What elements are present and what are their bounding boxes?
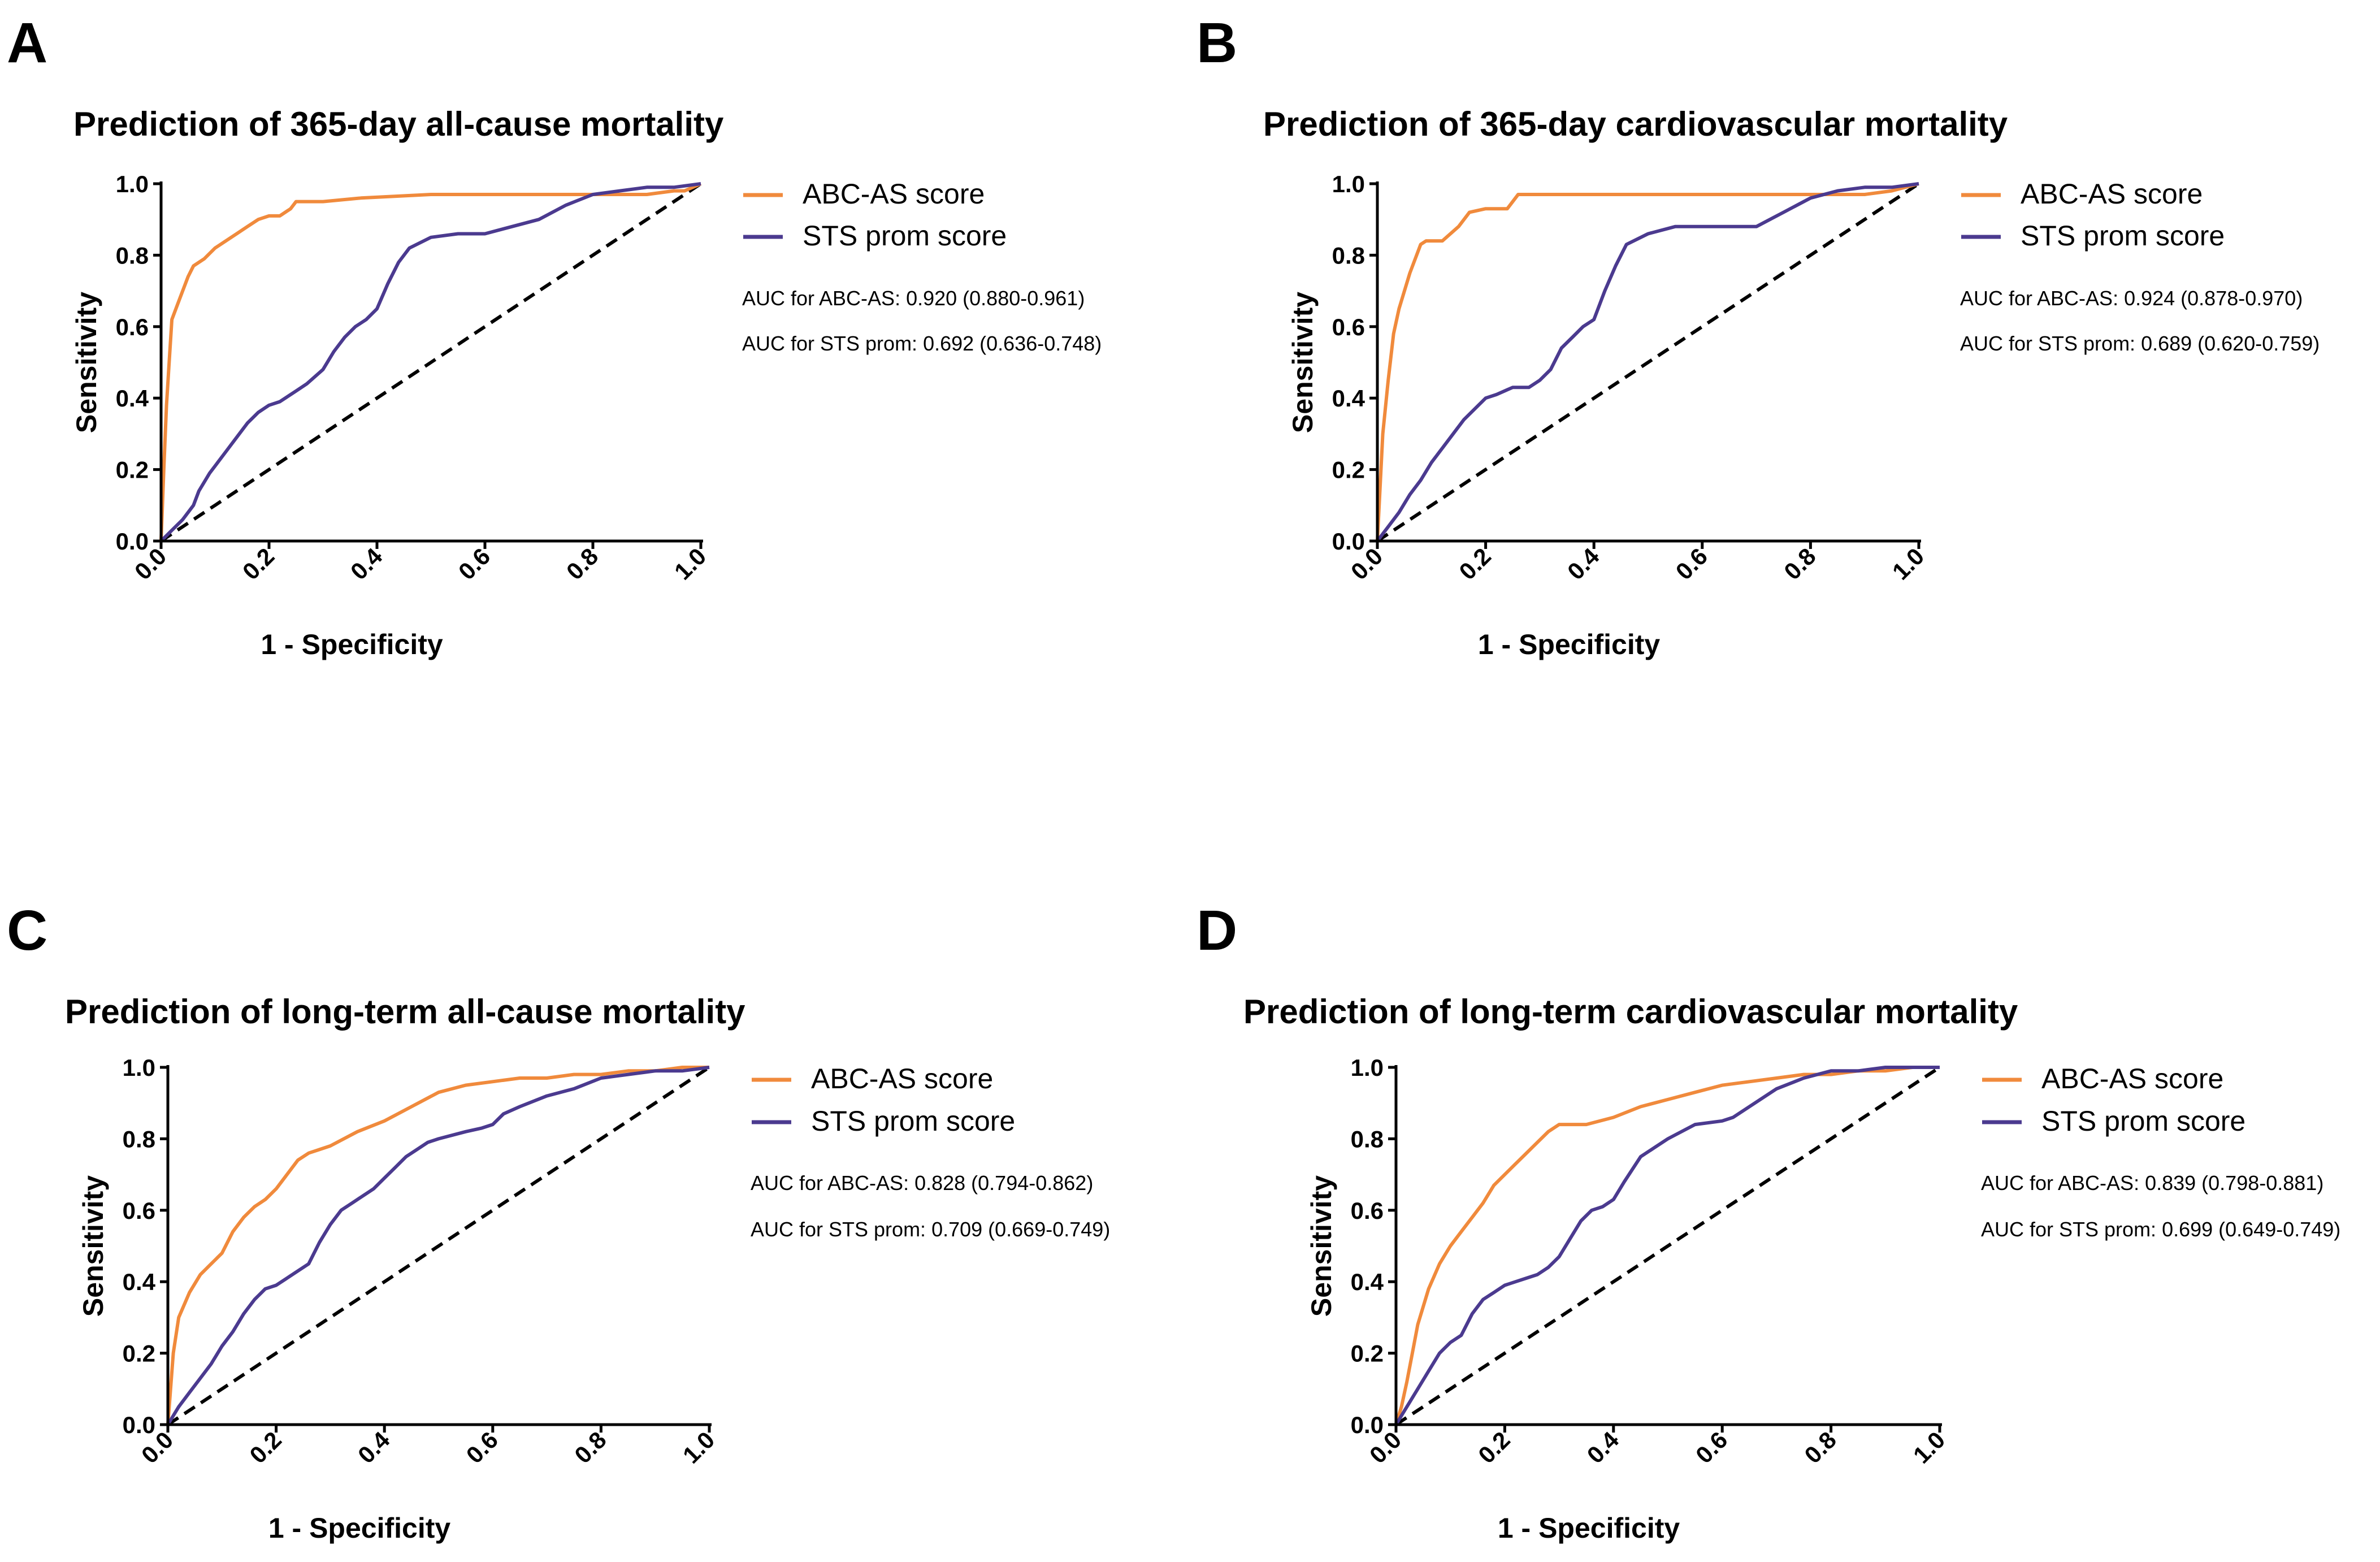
panel-c: C Prediction of long-term all-cause morta… [7,899,1110,1544]
y-tick-label: 0.8 [1351,1126,1384,1152]
y-axis-title: Sensitivity [71,292,102,433]
y-tick-label: 0.0 [1351,1412,1384,1438]
auc-annotation: AUC for ABC-AS: 0.828 (0.794-0.862) [751,1171,1093,1195]
y-tick-label: 0.4 [1332,385,1365,412]
abc-as-roc-curve [166,1066,709,1425]
y-tick-label: 0.2 [1351,1340,1384,1367]
panel-title: Prediction of 365-day cardiovascular mor… [1263,105,2008,143]
legend-label: ABC-AS score [803,178,985,210]
auc-annotation: AUC for ABC-AS: 0.920 (0.880-0.961) [742,287,1085,310]
x-tick-label: 1.0 [1908,1426,1950,1469]
auc-annotation: AUC for STS prom: 0.699 (0.649-0.749) [1981,1218,2340,1241]
y-axis-title: Sensitivity [1287,292,1319,433]
x-tick-label: 0.4 [345,543,388,585]
x-axis-title: 1 - Specificity [261,629,443,660]
y-tick-label: 0.0 [116,528,149,555]
x-tick-label: 0.2 [1473,1426,1515,1469]
x-tick-label: 0.6 [1690,1426,1733,1469]
y-tick-label: 0.6 [116,314,149,340]
panel-letter: A [7,11,47,75]
legend-label: ABC-AS score [811,1063,993,1094]
x-tick-label: 1.0 [678,1426,720,1469]
x-tick-label: 0.6 [453,543,496,585]
y-tick-label: 0.6 [123,1197,155,1224]
sts-prom-roc-curve [1376,182,1919,542]
x-tick-label: 0.8 [1779,543,1821,585]
y-tick-label: 0.4 [123,1269,156,1295]
reference-diagonal [167,1066,710,1426]
x-tick-label: 0.4 [353,1426,395,1469]
y-tick-label: 0.8 [116,242,149,269]
x-tick-label: 1.0 [1887,543,1930,585]
x-tick-label: 0.8 [1799,1426,1841,1469]
y-tick-label: 0.6 [1332,314,1365,340]
legend-label: STS prom score [2041,1105,2245,1137]
x-tick-label: 0.2 [237,543,280,585]
panel-letter: B [1196,11,1237,75]
y-tick-label: 1.0 [116,171,149,197]
panel-b: B Prediction of 365-day cardiovascular mo… [1196,11,2320,660]
x-tick-label: 0.8 [569,1426,612,1469]
auc-annotation: AUC for STS prom: 0.709 (0.669-0.749) [751,1218,1110,1241]
panel-title: Prediction of 365-day all-cause mortalit… [73,105,724,143]
y-tick-label: 0.8 [123,1126,155,1152]
sts-prom-roc-curve [166,1066,710,1426]
x-tick-label: 0.6 [1671,543,1713,585]
y-tick-label: 0.2 [123,1340,155,1367]
y-tick-label: 1.0 [1332,171,1365,197]
x-tick-label: 0.2 [244,1426,287,1469]
x-tick-label: 0.4 [1562,543,1605,585]
x-axis-title: 1 - Specificity [1498,1512,1680,1544]
y-axis-title: Sensitivity [77,1175,109,1317]
auc-annotation: AUC for ABC-AS: 0.839 (0.798-0.881) [1981,1171,2323,1195]
auc-annotation: AUC for STS prom: 0.689 (0.620-0.759) [1960,332,2320,355]
x-tick-label: 0.2 [1454,543,1496,585]
panel-letter: D [1196,899,1237,962]
x-tick-label: 0.8 [561,543,604,585]
y-tick-label: 0.2 [116,457,149,483]
y-tick-label: 0.0 [123,1412,155,1438]
abc-as-roc-curve [1376,182,1919,542]
reference-diagonal [1376,182,1920,543]
x-tick-label: 0.4 [1582,1426,1624,1469]
y-tick-label: 0.6 [1351,1197,1384,1224]
legend-label: ABC-AS score [2041,1063,2223,1094]
auc-annotation: AUC for ABC-AS: 0.924 (0.878-0.970) [1960,287,2303,310]
panel-title: Prediction of long-term cardiovascular m… [1243,993,2018,1031]
y-tick-label: 1.0 [123,1054,155,1081]
y-tick-label: 1.0 [1351,1054,1384,1081]
y-axis-title: Sensitivity [1306,1175,1337,1317]
panel-a: A Prediction of 365-day all-cause mortali… [7,11,1102,660]
y-tick-label: 0.4 [1351,1269,1384,1295]
reference-diagonal [1395,1066,1941,1426]
y-tick-label: 0.0 [1332,528,1365,555]
x-axis-title: 1 - Specificity [1478,629,1661,660]
panel-title: Prediction of long-term all-cause mortal… [65,993,745,1031]
y-tick-label: 0.4 [116,385,149,412]
panel-letter: C [7,899,47,962]
legend-label: STS prom score [811,1105,1015,1137]
sts-prom-roc-curve [159,182,701,543]
legend-label: ABC-AS score [2021,178,2203,210]
legend-label: STS prom score [2021,220,2225,252]
sts-prom-roc-curve [1394,1066,1940,1426]
y-tick-label: 0.2 [1332,457,1365,483]
abc-as-roc-curve [1394,1066,1940,1425]
x-axis-title: 1 - Specificity [268,1512,451,1544]
x-tick-label: 0.6 [461,1426,504,1469]
x-tick-label: 1.0 [669,543,712,585]
legend-label: STS prom score [803,220,1007,252]
reference-diagonal [160,182,702,543]
y-tick-label: 0.8 [1332,242,1365,269]
auc-annotation: AUC for STS prom: 0.692 (0.636-0.748) [742,332,1102,355]
